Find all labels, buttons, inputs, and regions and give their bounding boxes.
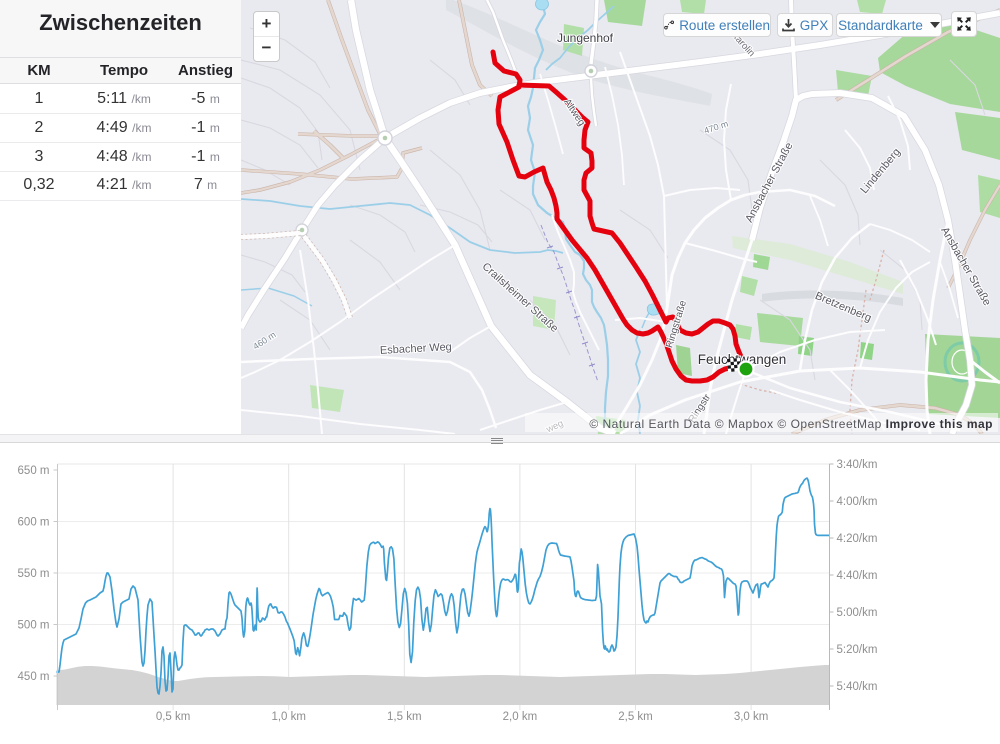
svg-text:Esbacher Weg: Esbacher Weg xyxy=(380,341,452,357)
svg-text:450 m: 450 m xyxy=(18,671,50,683)
svg-text:600 m: 600 m xyxy=(18,517,50,529)
svg-text:5:20/km: 5:20/km xyxy=(837,644,878,656)
svg-text:3:40/km: 3:40/km xyxy=(837,459,878,471)
svg-text:5:00/km: 5:00/km xyxy=(837,607,878,619)
svg-text:© Natural Earth Data © Mapbox: © Natural Earth Data © Mapbox © OpenStre… xyxy=(589,417,993,431)
svg-text:650 m: 650 m xyxy=(18,465,50,477)
svg-text:1,0 km: 1,0 km xyxy=(271,711,306,723)
svg-text:4:00/km: 4:00/km xyxy=(837,496,878,508)
svg-text:500 m: 500 m xyxy=(18,620,50,632)
svg-text:Feuchtwangen: Feuchtwangen xyxy=(698,352,787,367)
svg-text:2,0 km: 2,0 km xyxy=(503,711,538,723)
svg-text:0,5 km: 0,5 km xyxy=(156,711,191,723)
svg-text:5:40/km: 5:40/km xyxy=(837,681,878,693)
svg-text:4:20/km: 4:20/km xyxy=(837,533,878,545)
svg-text:4:40/km: 4:40/km xyxy=(837,570,878,582)
svg-text:3,0 km: 3,0 km xyxy=(734,711,769,723)
svg-text:550 m: 550 m xyxy=(18,568,50,580)
svg-text:2,5 km: 2,5 km xyxy=(618,711,653,723)
svg-text:1,5 km: 1,5 km xyxy=(387,711,422,723)
svg-text:Jungenhof: Jungenhof xyxy=(557,31,614,45)
